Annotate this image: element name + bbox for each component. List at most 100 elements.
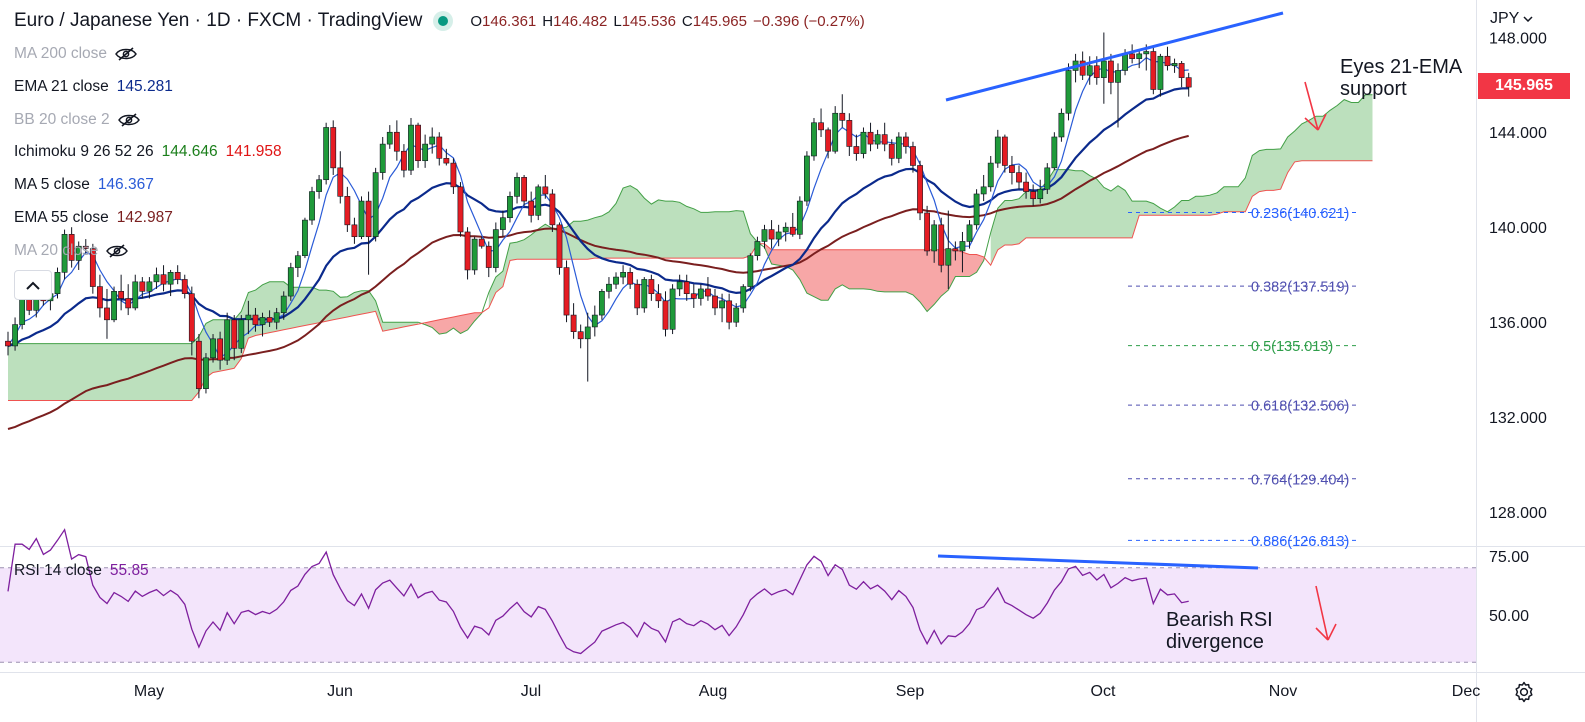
candle-body-36	[259, 317, 266, 325]
indicator-legend-5[interactable]: EMA 55 close 142.987	[14, 209, 173, 227]
candle-body-131	[931, 224, 938, 252]
candle-63	[450, 158, 457, 194]
candle-body-94	[669, 288, 676, 330]
candle-64	[457, 182, 464, 237]
candle-body-139	[987, 162, 994, 188]
candle-body-144	[1023, 181, 1029, 192]
candle-body-32	[231, 319, 238, 349]
candle-118	[839, 94, 846, 128]
rsi-tick-1: 50.00	[1489, 608, 1529, 625]
time-label-nov: Nov	[1269, 683, 1297, 700]
candle-body-102	[726, 300, 733, 323]
candle-body-135	[959, 241, 966, 252]
fib-label-0.5: 0.5(135.013)	[1251, 339, 1333, 355]
candle-body-141	[1001, 136, 1008, 166]
candle-32	[231, 315, 238, 361]
indicator-legend-2[interactable]: BB 20 close 2	[14, 111, 140, 129]
candle-48	[344, 186, 351, 232]
candle-80	[570, 303, 577, 339]
currency-selector[interactable]: JPY	[1490, 10, 1533, 28]
candle-86	[613, 272, 619, 289]
candle-36	[259, 312, 266, 337]
indicator-label: Ichimoku 9 26 52 26	[14, 143, 154, 161]
rsi-down-arrow	[1315, 585, 1337, 641]
ohlc-value: 145.965	[692, 12, 747, 30]
candle-132	[938, 217, 945, 273]
eye-hidden-icon[interactable]	[117, 112, 140, 128]
candle-88	[627, 267, 634, 289]
candle-31	[224, 312, 231, 365]
candle-157	[1115, 63, 1121, 128]
candle-163	[1157, 53, 1164, 97]
rsi-divergence-annotation[interactable]: Bearish RSI divergence	[1166, 609, 1273, 653]
chevron-up-icon	[26, 281, 40, 290]
ohlc-values: O146.361 H146.482 L145.536 C145.965 −0.396 (…	[470, 13, 864, 30]
candle-9	[68, 227, 75, 268]
candle-74	[528, 191, 535, 223]
candle-body-101	[719, 300, 725, 309]
candle-83	[591, 305, 598, 337]
candle-120	[853, 134, 860, 161]
time-label-dec: Dec	[1452, 683, 1480, 700]
indicator-legend-1[interactable]: EMA 21 close 145.281	[14, 78, 173, 96]
candle-25	[181, 274, 188, 299]
indicator-legend-3[interactable]: Ichimoku 9 26 52 26 144.646 141.958	[14, 143, 282, 161]
candle-body-80	[570, 314, 577, 332]
candle-150	[1065, 63, 1072, 121]
indicator-label: MA 20 close	[14, 241, 99, 259]
eye-hidden-icon[interactable]	[115, 46, 137, 62]
chart-settings-gear-icon[interactable]	[1512, 680, 1536, 704]
candle-body-2	[19, 295, 26, 325]
candle-body-62	[443, 158, 450, 164]
candle-94	[669, 284, 676, 335]
candle-body-23	[167, 272, 174, 285]
candle-167	[1185, 72, 1192, 97]
indicator-label: EMA 21 close	[14, 77, 109, 95]
candle-body-22	[160, 274, 167, 285]
candle-130	[924, 205, 930, 256]
indicator-legend-6[interactable]: MA 20 close	[14, 241, 129, 260]
indicator-legend-0[interactable]: MA 200 close	[14, 45, 137, 63]
candle-body-47	[337, 167, 344, 197]
fib-label-0.618: 0.618(132.506)	[1251, 399, 1349, 415]
candle-body-125	[888, 143, 895, 159]
time-label-may: May	[134, 683, 164, 700]
candle-139	[987, 155, 994, 192]
candle-10	[75, 241, 82, 270]
price-tick-1: 144.000	[1489, 125, 1547, 142]
candle-body-33	[238, 319, 245, 349]
candle-body-164	[1164, 55, 1171, 67]
candle-49	[351, 217, 358, 244]
ohlc-value: −0.396 (−0.27%)	[753, 12, 865, 30]
candle-body-75	[535, 186, 542, 216]
candle-1	[12, 317, 18, 351]
chevron-down-icon	[1523, 16, 1533, 22]
candle-body-44	[316, 179, 322, 192]
symbol-header[interactable]: Euro / Japanese Yen · 1D · FXCM · Tradin…	[14, 10, 865, 32]
candle-body-1	[12, 324, 18, 347]
candle-47	[337, 151, 344, 204]
candle-106	[754, 236, 761, 261]
time-label-jun: Jun	[327, 683, 353, 700]
rsi-legend[interactable]: RSI 14 close 55.85	[14, 562, 149, 580]
candle-99	[705, 277, 711, 301]
candle-body-161	[1143, 51, 1150, 55]
candle-body-59	[422, 143, 429, 162]
currency-label: JPY	[1490, 10, 1520, 27]
candle-44	[316, 174, 322, 199]
candle-128	[910, 141, 916, 173]
candle-102	[726, 293, 733, 330]
indicator-legend-4[interactable]: MA 5 close 146.367	[14, 176, 154, 194]
candle-body-48	[344, 196, 351, 226]
ema-support-annotation[interactable]: Eyes 21-EMA support	[1340, 56, 1462, 100]
candle-body-155	[1100, 60, 1107, 78]
candle-160	[1136, 49, 1143, 69]
ohlc-value: 146.361	[482, 12, 537, 30]
candle-body-89	[634, 283, 641, 309]
eye-hidden-icon[interactable]	[106, 243, 129, 259]
candle-body-53	[379, 143, 386, 173]
collapse-legend-button[interactable]	[14, 270, 52, 300]
candle-body-66	[471, 238, 478, 271]
candle-92	[655, 284, 662, 308]
